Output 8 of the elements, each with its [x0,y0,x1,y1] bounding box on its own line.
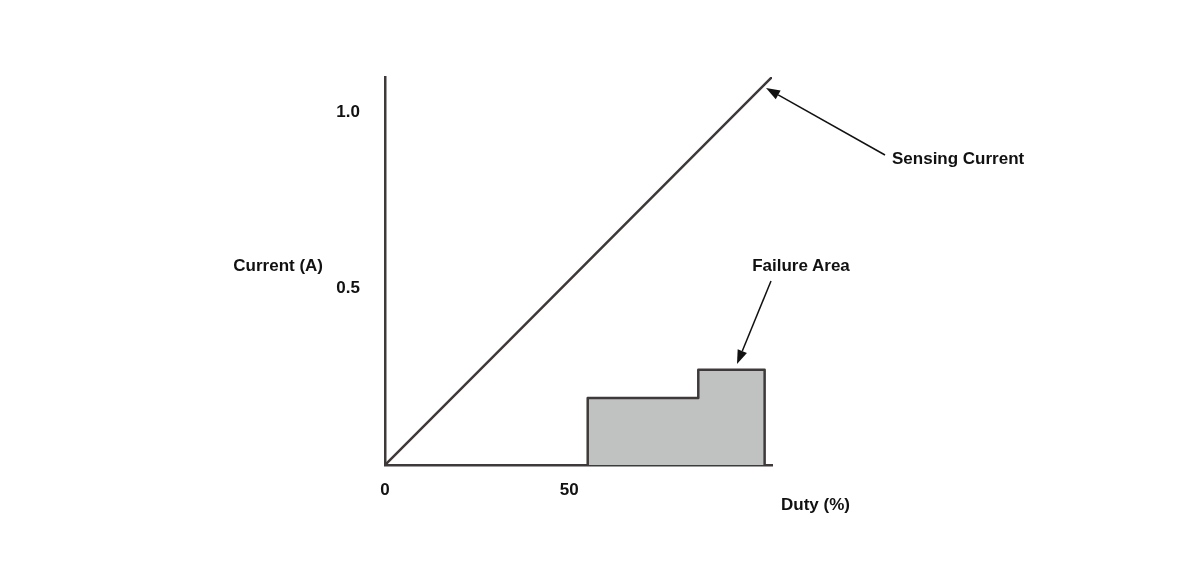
text: Sensing Current [892,148,1025,168]
x-axis-title: Duty (%) [781,494,850,514]
annotation: Failure Area [752,255,851,275]
y-tick-label: 1.0 [336,101,360,121]
x-tick-label: 0 [380,479,390,499]
y-tick-label: 0.5 [336,278,360,298]
y-axis-title: Current (A) [233,255,323,275]
x-tick-label: 50 [559,479,579,499]
